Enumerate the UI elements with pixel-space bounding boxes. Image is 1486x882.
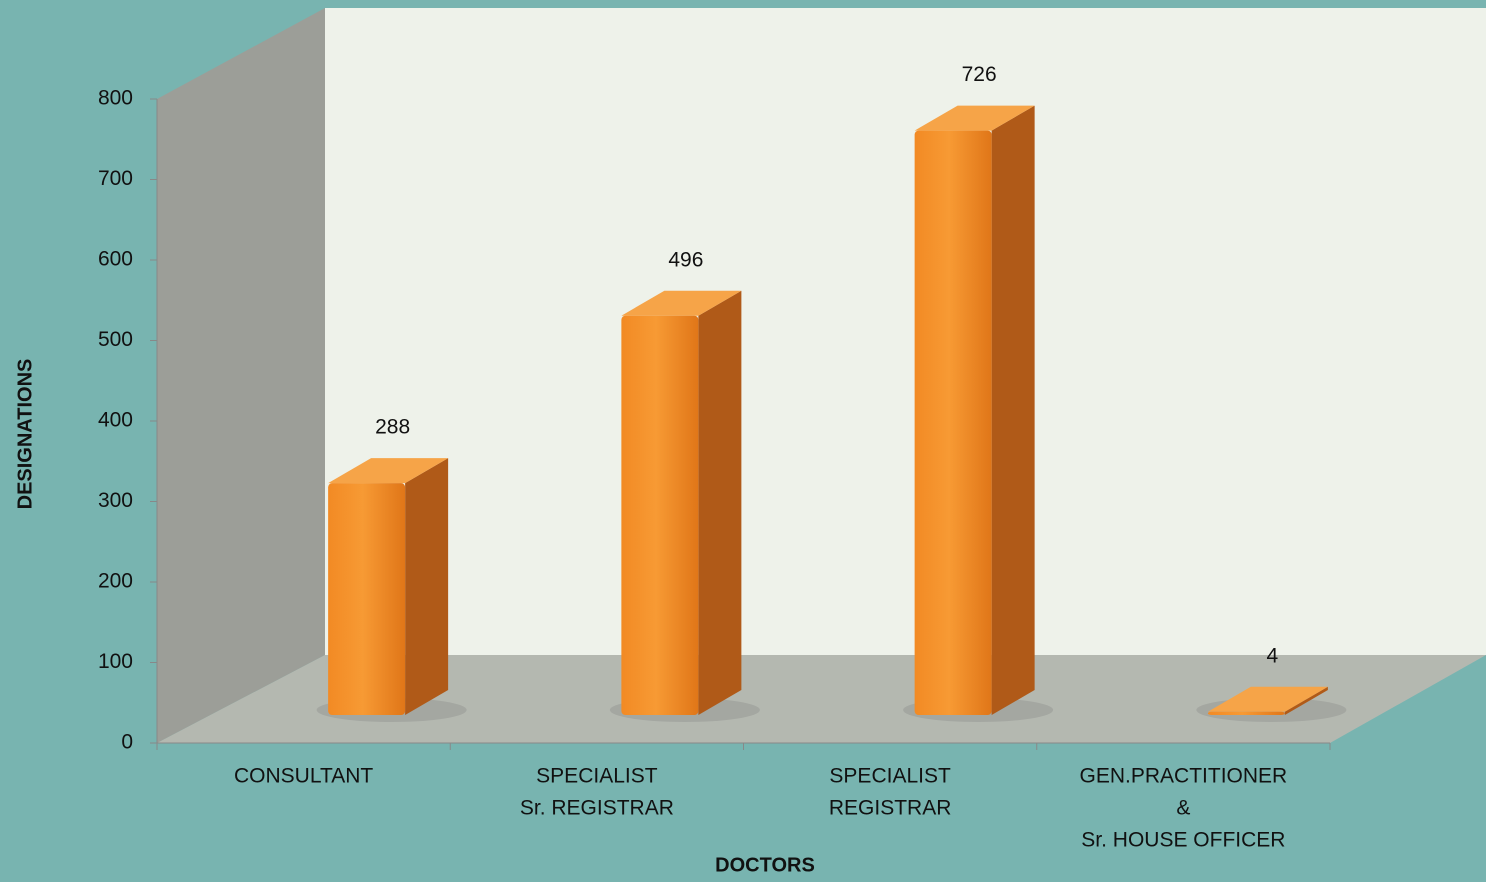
bar bbox=[1207, 711, 1285, 715]
y-tick-label: 0 bbox=[121, 731, 133, 754]
value-label: 288 bbox=[375, 416, 410, 439]
y-tick-label: 300 bbox=[98, 489, 133, 512]
value-label: 4 bbox=[1267, 644, 1279, 667]
bar-top bbox=[914, 105, 1035, 131]
value-label: 496 bbox=[668, 248, 703, 271]
x-tick-label: CONSULTANT bbox=[234, 765, 373, 788]
x-tick-label: REGISTRAR bbox=[829, 797, 952, 820]
bar-top bbox=[1207, 686, 1328, 712]
bar-side bbox=[1284, 686, 1328, 715]
y-tick-label: 800 bbox=[98, 87, 133, 110]
bar-top bbox=[328, 458, 449, 484]
bar-side bbox=[991, 105, 1035, 715]
y-tick-label: 500 bbox=[98, 328, 133, 351]
bar-side bbox=[698, 290, 742, 715]
bar bbox=[328, 483, 406, 715]
x-tick-label: SPECIALIST bbox=[536, 765, 658, 788]
x-axis-title: DOCTORS bbox=[715, 854, 815, 876]
y-tick-label: 600 bbox=[98, 248, 133, 271]
y-tick-label: 100 bbox=[98, 650, 133, 673]
y-tick-label: 200 bbox=[98, 570, 133, 593]
bar-side bbox=[405, 458, 449, 715]
back-wall bbox=[325, 8, 1486, 655]
y-tick-label: 400 bbox=[98, 409, 133, 432]
floor bbox=[157, 655, 1486, 743]
bar bbox=[914, 130, 992, 715]
x-tick-label: Sr. REGISTRAR bbox=[520, 797, 674, 820]
bar bbox=[621, 315, 699, 715]
x-tick-label: Sr. HOUSE OFFICER bbox=[1081, 829, 1285, 852]
x-tick-label: SPECIALIST bbox=[829, 765, 951, 788]
y-axis-title: DESIGNATIONS bbox=[14, 359, 36, 510]
x-tick-label: GEN.PRACTITIONER bbox=[1080, 765, 1288, 788]
value-label: 726 bbox=[962, 63, 997, 86]
y-tick-label: 700 bbox=[98, 167, 133, 190]
side-wall bbox=[157, 8, 325, 743]
bar-top bbox=[621, 290, 742, 316]
x-tick-label: & bbox=[1176, 797, 1190, 820]
